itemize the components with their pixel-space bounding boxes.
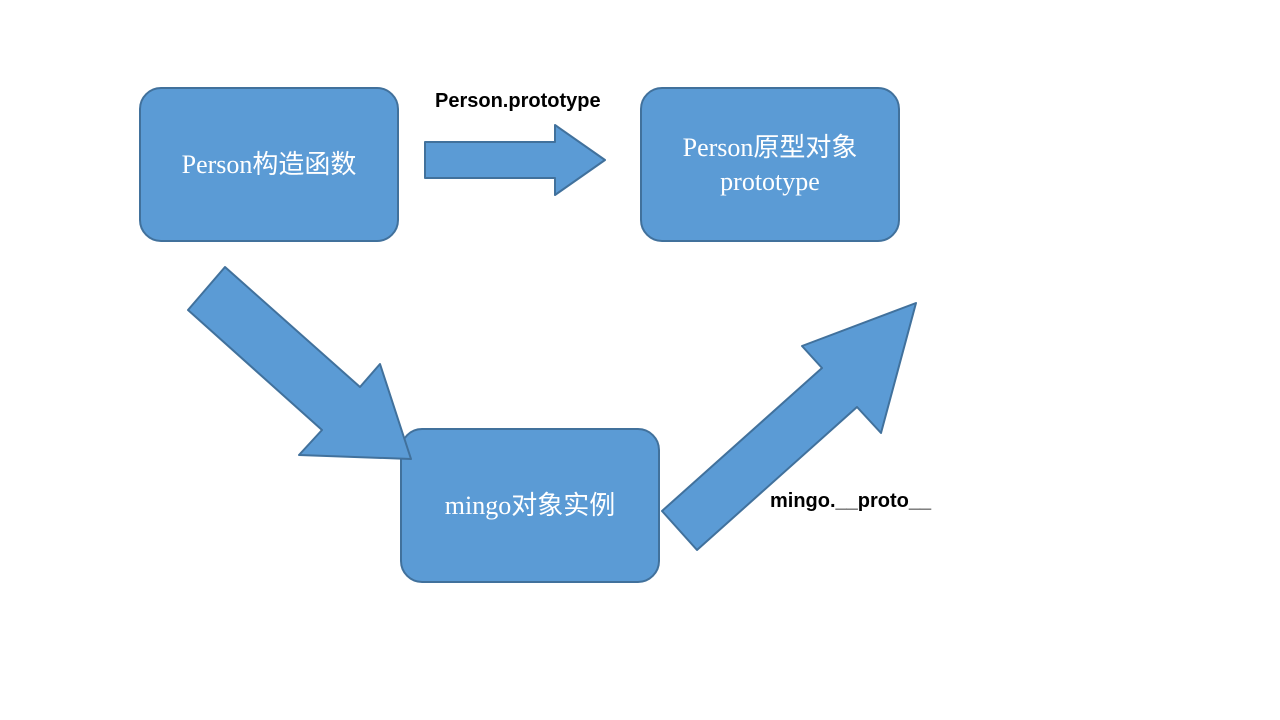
label-mingo-proto: mingo.__proto__	[770, 490, 931, 513]
label-person-prototype: Person.prototype	[435, 90, 601, 113]
arrow-instance-to-prototype	[0, 0, 1280, 720]
